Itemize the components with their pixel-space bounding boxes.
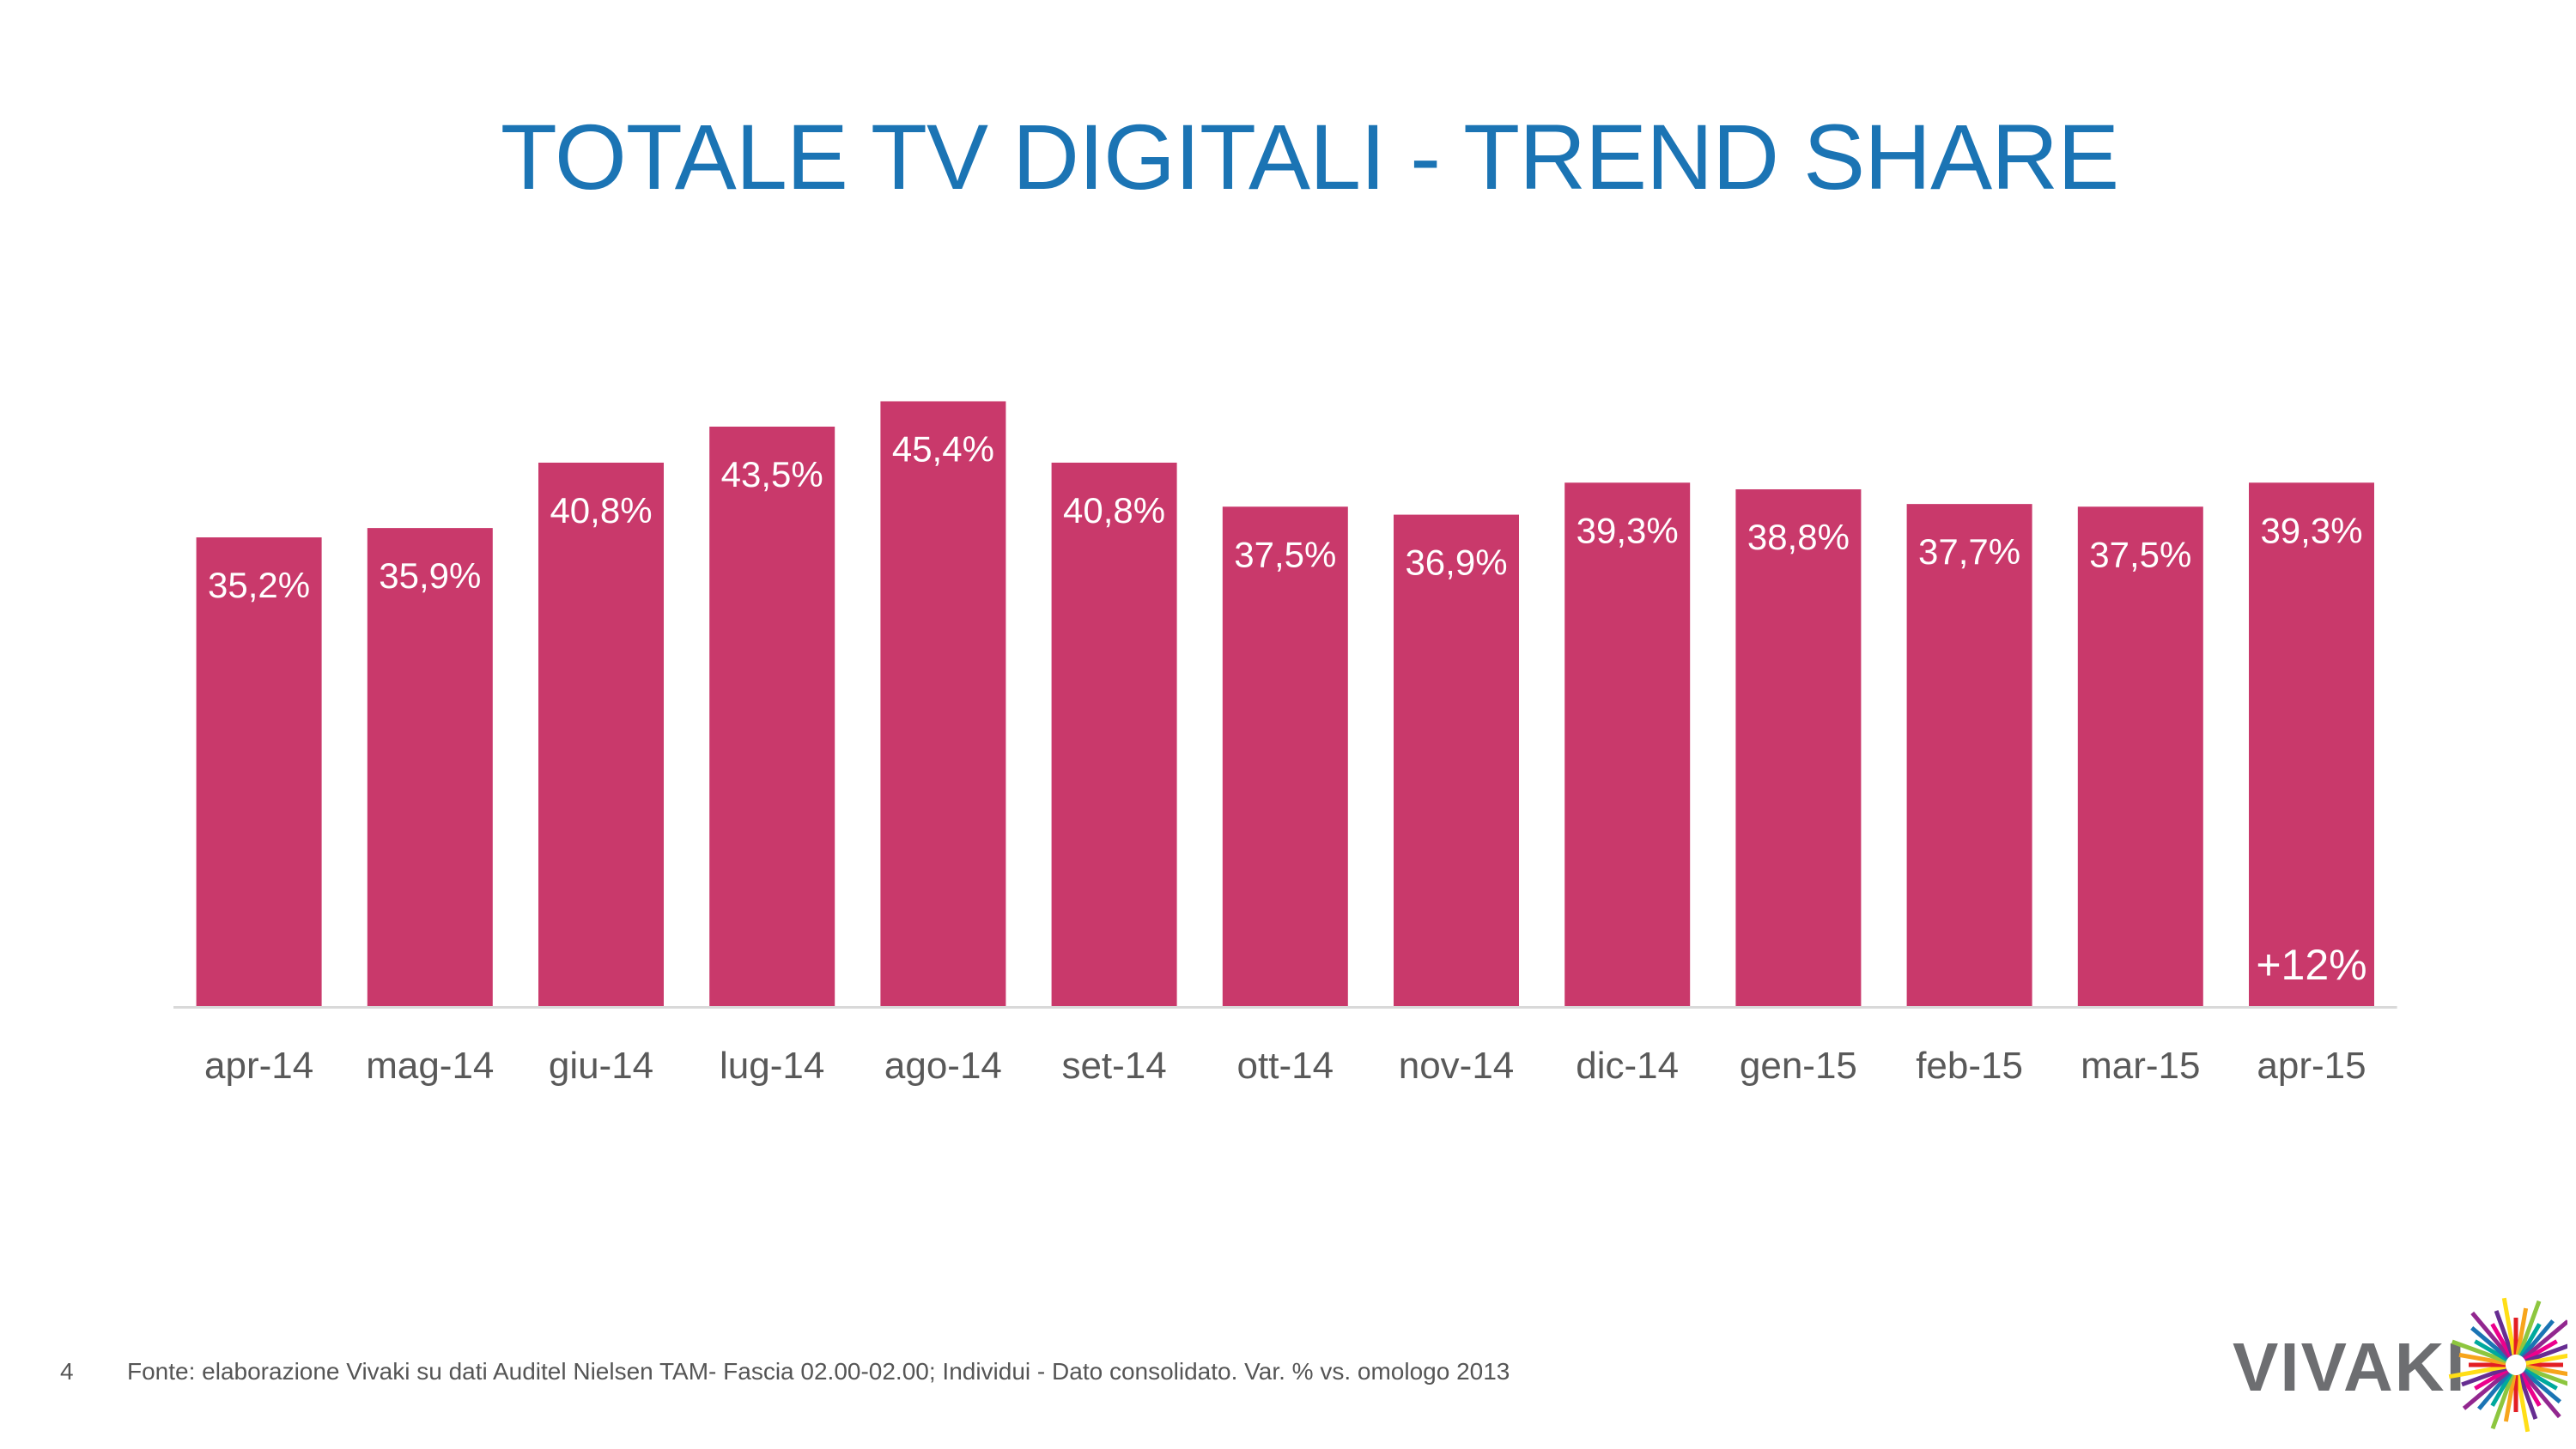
- x-tick-label: dic-14: [1576, 1045, 1679, 1087]
- bar: [2249, 482, 2374, 1007]
- bar: [2077, 506, 2203, 1007]
- bar: [1394, 514, 1519, 1007]
- bar: [709, 427, 835, 1007]
- data-label: 37,5%: [2089, 534, 2191, 574]
- logo-ray: [2451, 1339, 2507, 1364]
- bar: [196, 537, 322, 1007]
- logo-ray: [2517, 1300, 2542, 1356]
- logo-ray: [2524, 1339, 2558, 1362]
- logo-ray: [2462, 1369, 2510, 1410]
- bar: [1222, 506, 1348, 1007]
- logo-ray: [2518, 1373, 2542, 1407]
- vivaki-logo: VIVAKI: [2233, 1283, 2567, 1434]
- logo-ray: [2524, 1367, 2558, 1391]
- logo-ray: [2524, 1343, 2567, 1364]
- data-label: 39,3%: [1577, 510, 1679, 550]
- variation-annotation: +12%: [2256, 941, 2366, 989]
- x-tick-label: apr-14: [204, 1045, 313, 1087]
- logo-ray: [2522, 1369, 2561, 1404]
- logo-ray: [2522, 1319, 2567, 1361]
- page-number: 4: [60, 1358, 74, 1385]
- logo-ray: [2470, 1311, 2512, 1359]
- logo-ray: [2494, 1310, 2515, 1356]
- logo-ray: [2503, 1374, 2517, 1422]
- logo-ray: [2518, 1323, 2542, 1357]
- bar: [1564, 482, 1691, 1007]
- logo-ray: [2490, 1323, 2513, 1357]
- source-note: Fonte: elaborazione Vivaki su dati Audit…: [127, 1358, 1510, 1385]
- x-tick-label: nov-14: [1399, 1045, 1515, 1087]
- logo-ray: [2525, 1364, 2567, 1377]
- x-tick-label: apr-15: [2257, 1045, 2366, 1087]
- bar: [1906, 504, 2032, 1007]
- logo-ray: [2520, 1371, 2561, 1419]
- x-tick-label: set-14: [1061, 1045, 1166, 1087]
- bar: [1051, 462, 1177, 1007]
- x-tick-label: ott-14: [1237, 1045, 1334, 1087]
- bar: [1735, 489, 1862, 1007]
- logo-ray: [2470, 1326, 2510, 1361]
- x-tick-label: mar-15: [2081, 1045, 2200, 1087]
- bar: [367, 528, 493, 1007]
- data-label: 39,3%: [2260, 510, 2362, 550]
- logo-ray: [2461, 1366, 2507, 1387]
- data-label: 36,9%: [1405, 543, 1507, 583]
- logo-ray: [2490, 1373, 2515, 1430]
- x-tick-label: lug-14: [720, 1045, 824, 1087]
- logo-ray: [2477, 1371, 2512, 1410]
- data-label: 35,9%: [379, 555, 481, 596]
- logo-ray: [2474, 1339, 2508, 1362]
- logo-ray: [2525, 1353, 2567, 1366]
- logo-ray: [2524, 1366, 2567, 1386]
- data-label: 40,8%: [1063, 490, 1165, 530]
- logo-ray: [2515, 1307, 2529, 1355]
- logo-burst-icon: [2448, 1297, 2567, 1433]
- data-label: 40,8%: [550, 490, 652, 530]
- data-label: 38,8%: [1747, 517, 1850, 557]
- logo-ray: [2458, 1352, 2506, 1366]
- logo-wordmark: VIVAKI: [2233, 1329, 2467, 1405]
- data-label: 37,5%: [1234, 534, 1336, 574]
- logo-ray: [2490, 1373, 2513, 1407]
- logo-ray: [2515, 1374, 2530, 1433]
- x-tick-label: mag-14: [366, 1045, 494, 1087]
- bar: [538, 462, 664, 1007]
- x-tick-label: gen-15: [1740, 1045, 1857, 1087]
- data-label: 35,2%: [208, 565, 310, 605]
- logo-ray: [2448, 1364, 2506, 1379]
- x-tick-label: feb-15: [1916, 1045, 2023, 1087]
- x-tick-label: giu-14: [549, 1045, 653, 1087]
- bar: [880, 401, 1006, 1007]
- data-label: 37,7%: [1918, 531, 2020, 572]
- logo-ray: [2501, 1297, 2517, 1355]
- data-label: 43,5%: [721, 454, 823, 494]
- logo-ray: [2520, 1319, 2555, 1359]
- data-label: 45,4%: [892, 428, 994, 469]
- logo-ray: [2474, 1367, 2508, 1391]
- x-tick-label: ago-14: [884, 1045, 1002, 1087]
- logo-ray: [2517, 1373, 2538, 1420]
- chart-title: TOTALE TV DIGITALI - TREND SHARE: [500, 105, 2119, 209]
